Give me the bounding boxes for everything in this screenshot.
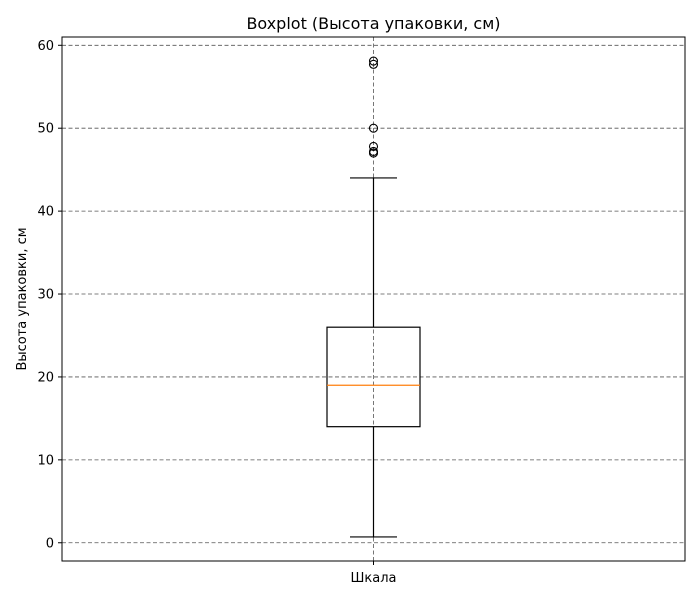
iqr-box <box>326 326 421 428</box>
y-tick-label: 60 <box>37 39 54 54</box>
y-tick-label: 30 <box>37 288 54 303</box>
outlier-point <box>368 141 379 151</box>
x-tick-label: Шкала <box>351 571 397 586</box>
outlier-point <box>368 123 379 133</box>
outlier-point <box>368 146 379 156</box>
chart-title: Boxplot (Высота упаковки, см) <box>246 14 500 33</box>
y-tick-label: 0 <box>46 536 54 551</box>
outlier-point <box>368 59 379 69</box>
y-tick-label: 50 <box>37 122 54 137</box>
y-axis-label: Высота упаковки, см <box>15 227 30 370</box>
y-tick-label: 40 <box>37 205 54 220</box>
box-series <box>326 56 421 538</box>
outlier-point <box>368 56 379 66</box>
y-tick-label: 20 <box>37 370 54 385</box>
y-tick-label: 10 <box>37 453 54 468</box>
axis-ticks: 0 10 20 30 40 50 60 Шкала <box>37 39 396 586</box>
